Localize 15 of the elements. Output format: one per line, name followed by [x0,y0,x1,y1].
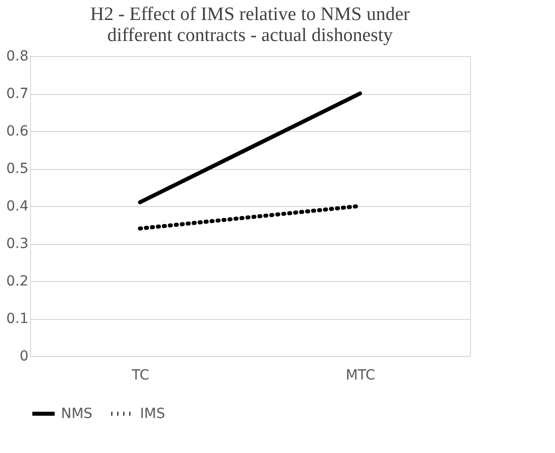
y-tick-label: 0 [20,348,28,364]
y-tick-label: 0.5 [6,161,28,177]
x-tick-label: MTC [346,368,376,384]
y-tick-label: 0.2 [6,274,28,290]
legend-label: NMS [61,406,93,422]
x-tick-label: TC [130,368,150,384]
y-tick-label: 0.3 [6,236,28,252]
y-tick-label: 0.6 [6,124,29,140]
legend-label: IMS [140,406,166,422]
y-tick-label: 0.8 [6,48,28,64]
y-tick-label: 0.7 [6,86,28,102]
y-tick-label: 0.4 [6,198,29,214]
text: H2 - Effect of IMS relative to NMS under [90,4,410,25]
text: different contracts - actual dishonesty [107,25,393,46]
y-tick-label: 0.1 [6,311,28,327]
